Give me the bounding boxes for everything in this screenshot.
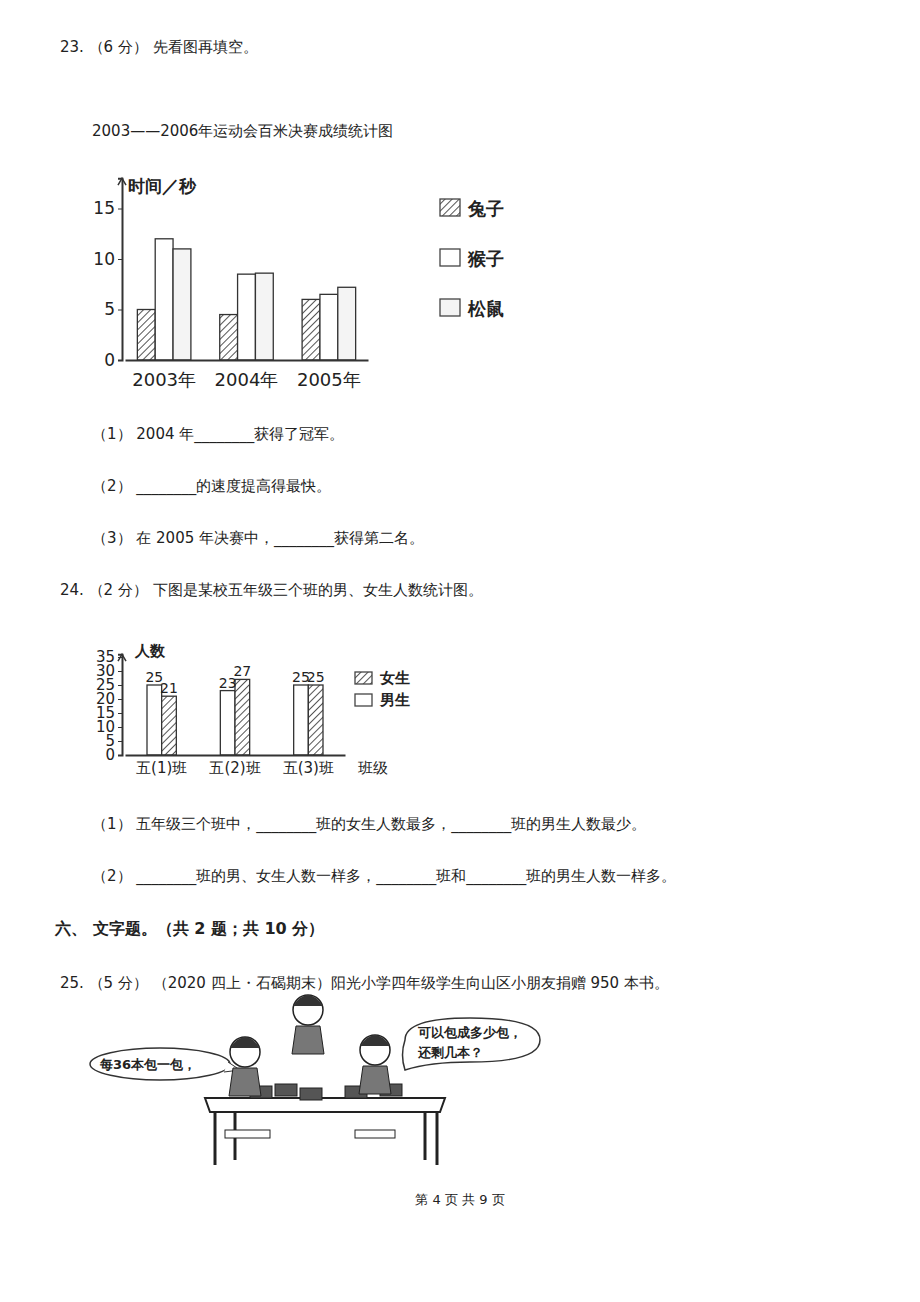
x-axis: 2003年 2004年 2005年 (126, 361, 369, 391)
legend-swatch (440, 299, 460, 316)
tick-label: 2005年 (297, 369, 361, 390)
text: 第 4 页 共 9 页 (415, 1192, 504, 1207)
bar (308, 685, 323, 755)
legend-swatch (355, 672, 372, 684)
bars (137, 239, 355, 360)
tick: 5 (104, 299, 122, 319)
text: 25. （5 分） （2020 四上・石碣期末）阳光小学四年级学生向山区小朋友捐… (60, 974, 669, 992)
tick-label: 2003年 (132, 369, 196, 390)
legend-label: 猴子 (467, 248, 504, 269)
data-label: 21 (160, 680, 178, 696)
legend: 女生男生 (355, 669, 410, 709)
legend-label: 女生 (379, 669, 410, 687)
tick-label: 0 (104, 350, 115, 370)
tick-label: 五(2)班 (209, 759, 260, 777)
bar (320, 294, 338, 360)
bar (302, 299, 320, 360)
data-label: 25 (307, 669, 325, 685)
tick-mark (118, 360, 122, 361)
text: 还剩几本？ (417, 1045, 483, 1060)
text: 23. （6 分） 先看图再填空。 (60, 38, 258, 56)
tick-label: 10 (93, 249, 115, 269)
axis-arrow (118, 654, 126, 661)
bar (235, 679, 250, 755)
legend-swatch (440, 199, 460, 216)
axis-title: 班级 (358, 759, 388, 777)
axis-line (118, 179, 123, 361)
legend-label: 男生 (379, 691, 410, 709)
y-axis: 0 5 10 15 (93, 179, 122, 370)
bar (220, 691, 235, 755)
text: 六、 文字题。（共 2 题；共 10 分） (54, 919, 324, 938)
axis-line (118, 655, 123, 756)
tick-mark (118, 713, 122, 714)
bar (137, 310, 155, 361)
chart: 05101520253035五(1)班五(2)班五(3)班人数班级2523252… (96, 642, 410, 777)
legend-swatch (440, 249, 460, 266)
tick: 15 (93, 198, 122, 218)
tick: 五(1)班 (136, 759, 187, 777)
tick-label: 五(3)班 (283, 759, 334, 777)
data-label: 27 (233, 663, 251, 679)
axis-line (126, 360, 369, 362)
text: 2003——2006年运动会百米决赛成绩统计图 (92, 122, 393, 140)
legend-label: 兔子 (467, 198, 504, 219)
text: （2） ________的速度提高得最快。 (92, 477, 331, 496)
tick-mark (118, 741, 122, 742)
text: 可以包成多少包， (417, 1025, 522, 1040)
chart: 0 5 10 15 2003年 2004年 2005年 时间／秒兔子猴子松鼠 (93, 176, 504, 390)
bar (162, 696, 177, 755)
tick-label: 35 (96, 648, 115, 666)
text: （2） ________班的男、女生人数一样多，________班和______… (92, 867, 676, 886)
tick: 2003年 (132, 369, 196, 390)
y-axis: 05101520253035 (96, 648, 123, 764)
bar (294, 685, 309, 755)
text: （1） 2004 年________获得了冠军。 (92, 425, 344, 444)
tick-mark (118, 310, 122, 311)
legend-swatch (355, 694, 372, 706)
text: （1） 五年级三个班中，________班的女生人数最多，________班的男… (92, 815, 646, 834)
text: （3） 在 2005 年决赛中，________获得第二名。 (92, 529, 424, 548)
bar (338, 287, 356, 360)
tick-mark (118, 685, 122, 686)
tick-mark (118, 209, 122, 210)
text: 24. （2 分） 下图是某校五年级三个班的男、女生人数统计图。 (60, 581, 483, 599)
tick: 五(3)班 (283, 759, 334, 777)
legend-label: 松鼠 (467, 298, 504, 319)
tick-label: 五(1)班 (136, 759, 187, 777)
tick-label: 2004年 (215, 369, 279, 390)
tick-mark (118, 699, 122, 700)
bars (147, 679, 323, 755)
text: 每36本包一包， (99, 1057, 196, 1072)
tick-label: 5 (104, 299, 115, 319)
tick-mark (118, 755, 122, 756)
tick-mark (118, 727, 122, 728)
tick: 10 (93, 249, 122, 269)
legend: 兔子猴子松鼠 (440, 198, 504, 319)
tick: 2005年 (297, 369, 361, 390)
axis-arrow (118, 178, 126, 185)
illustration (90, 995, 540, 1165)
tick-mark (118, 671, 122, 672)
tick: 35 (96, 648, 122, 666)
tick: 五(2)班 (209, 759, 260, 777)
bar (155, 239, 173, 360)
bar (173, 249, 191, 360)
tick: 0 (104, 350, 122, 370)
tick-label: 15 (93, 198, 115, 218)
x-axis: 五(1)班 五(2)班 五(3)班 (126, 756, 346, 778)
axis-title: 人数 (134, 642, 166, 660)
tick-mark (118, 259, 122, 260)
bar (238, 274, 256, 360)
bar (220, 315, 238, 360)
axis-line (126, 755, 346, 757)
axis-title: 时间／秒 (128, 176, 197, 196)
tick: 2004年 (215, 369, 279, 390)
bar (255, 273, 273, 360)
